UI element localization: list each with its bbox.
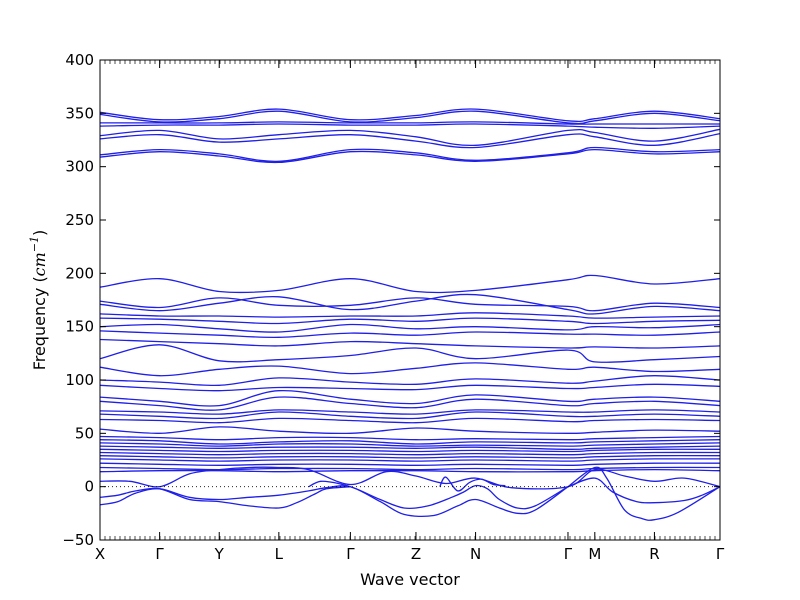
band-line [99,451,721,456]
y-axis-label-suffix: ) [30,230,49,236]
y-axis-label-exponent: −1 [28,236,41,252]
band-line [99,132,721,149]
phonon-bands [99,108,721,521]
band-line [99,148,721,164]
y-tick-label: 100 [65,371,94,389]
band-line [99,389,721,407]
band-line [99,110,721,125]
band-line [567,477,721,504]
band-line [99,411,721,420]
band-line [99,439,721,445]
band-line [99,455,721,459]
band-line [99,338,721,349]
x-tick-label: Z [411,545,421,563]
band-line [99,323,721,333]
band-line [99,458,721,462]
x-tick-label: Y [214,545,225,563]
band-line [567,466,721,521]
band-line [99,293,721,315]
y-tick-label: 350 [65,104,94,122]
y-tick-label: 150 [65,318,94,336]
x-tick-label: Γ [155,545,164,563]
x-tick-label: R [649,545,659,563]
band-line [99,146,721,162]
band-line [99,297,721,312]
x-tick-label: N [470,545,481,563]
band-line [99,396,721,411]
band-line [99,108,721,123]
band-line [99,330,721,339]
x-tick-label: L [275,545,284,563]
y-axis-label-prefix: Frequency ( [30,276,49,370]
band-line [99,435,721,441]
band-line [99,344,721,364]
band-line [99,312,721,319]
y-tick-label: 0 [84,478,94,496]
y-tick-label: 400 [65,51,94,69]
band-line [99,445,721,450]
band-line [99,375,721,387]
y-axis-ticks: −50 0 50 100 150 200 250 300 350 400 [62,51,720,549]
x-tick-label: Γ [716,545,725,563]
band-line [99,442,721,447]
band-line [99,426,721,435]
band-line [99,362,721,377]
band-line [99,409,721,415]
band-line [308,480,569,510]
band-line [99,486,351,509]
x-tick-label: Γ [564,545,573,563]
band-line [99,128,721,147]
x-tick-label: M [588,545,601,563]
y-tick-label: 50 [75,424,94,442]
band-line [439,476,506,492]
band-line [100,121,720,125]
x-axis-label: Wave vector [360,570,460,589]
y-tick-label: −50 [62,531,94,549]
band-line [99,466,721,471]
plot-frame [99,59,721,541]
y-axis-label: Frequency (cm−1) [28,230,49,371]
band-line [99,466,721,490]
x-tick-label: X [95,545,105,563]
x-tick-label: Γ [346,545,355,563]
band-line [99,274,721,294]
band-line [99,417,721,424]
y-tick-label: 300 [65,158,94,176]
band-line [99,123,721,129]
y-tick-label: 250 [65,211,94,229]
band-line [99,383,721,392]
band-line [99,462,721,466]
y-axis-label-unit: cm [30,252,49,276]
band-line [99,317,721,325]
minor-ticks [99,60,721,540]
band-line [99,448,721,453]
y-tick-label: 200 [65,264,94,282]
